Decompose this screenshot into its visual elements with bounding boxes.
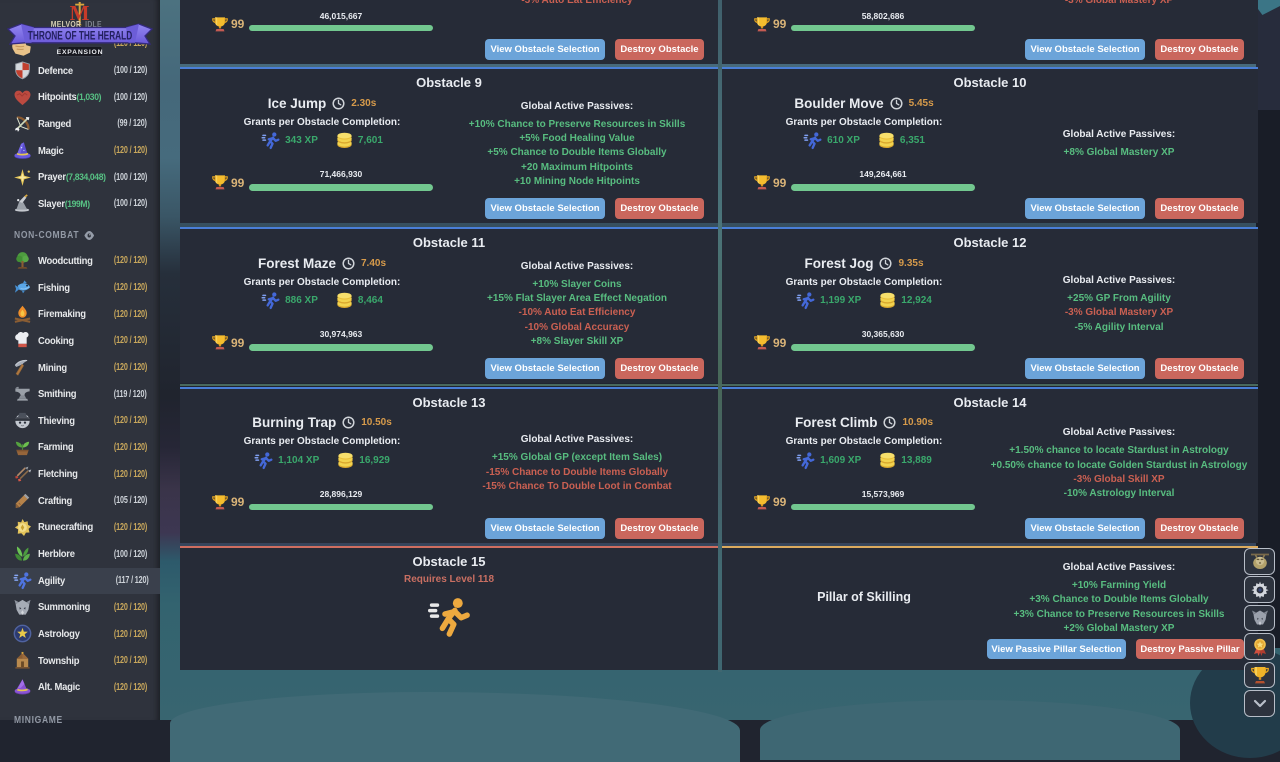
svg-text:M: M — [70, 1, 90, 25]
svg-text:THRONE OF THE HERALD: THRONE OF THE HERALD — [28, 30, 132, 43]
svg-text:MELVOR: MELVOR — [51, 20, 82, 30]
svg-text:EXPANSION: EXPANSION — [57, 49, 104, 56]
svg-text:IDLE: IDLE — [85, 20, 102, 30]
